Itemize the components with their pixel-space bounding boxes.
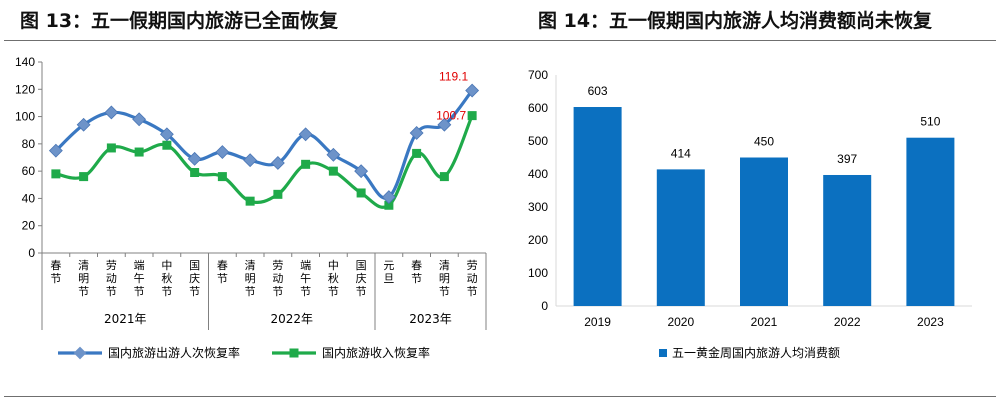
legend-swatch-bar: [659, 349, 667, 357]
left-data-label-highlight: 100.7: [436, 109, 466, 123]
bar-data-label: 510: [920, 115, 940, 129]
left-y-tick-label: 100: [15, 110, 35, 124]
left-y-tick-label: 0: [28, 246, 35, 260]
left-x-category-label: 春节: [217, 259, 228, 285]
left-x-category-label: 元旦: [383, 259, 394, 285]
series-marker-tourist-trips: [381, 190, 396, 204]
bar-2022: [823, 174, 872, 306]
series-marker-tourism-revenue: [162, 140, 172, 150]
left-y-tick-label: 40: [22, 191, 36, 205]
left-x-category-label: 劳动节: [467, 259, 478, 298]
left-y-tick-label: 60: [22, 164, 36, 178]
series-marker-tourism-revenue: [190, 168, 200, 178]
left-x-group-label: 2021年: [104, 312, 147, 326]
right-chart-title: 图 14：五一假期国内旅游人均消费额尚未恢复: [538, 10, 933, 32]
right-y-tick-label: 700: [528, 68, 548, 82]
left-x-category-label: 国庆节: [189, 259, 200, 298]
left-chart-title: 图 13：五一假期国内旅游已全面恢复: [20, 10, 339, 32]
right-y-tick-label: 100: [528, 266, 548, 280]
right-x-category-label: 2021: [751, 315, 778, 329]
bar-2020: [656, 169, 705, 306]
series-marker-tourist-trips: [354, 164, 369, 179]
left-y-tick-label: 20: [22, 219, 36, 233]
legend-swatch-marker: [289, 348, 299, 358]
series-marker-tourism-revenue: [217, 172, 227, 182]
right-y-tick-label: 200: [528, 233, 548, 247]
left-x-category-label: 中秋节: [328, 259, 339, 298]
left-y-tick-label: 140: [15, 55, 35, 69]
bar-data-label: 603: [588, 84, 608, 98]
series-marker-tourism-revenue: [106, 143, 116, 153]
left-x-category-label: 中秋节: [161, 259, 172, 298]
bar-data-label: 414: [671, 146, 691, 160]
series-marker-tourist-trips: [409, 126, 424, 140]
left-x-category-label: 劳动节: [272, 259, 283, 298]
series-marker-tourism-revenue: [384, 200, 394, 210]
right-y-tick-label: 400: [528, 167, 548, 181]
left-data-label-highlight: 119.1: [439, 70, 468, 84]
series-marker-tourist-trips: [326, 147, 341, 162]
left-y-tick-label: 120: [15, 82, 35, 96]
series-marker-tourist-trips: [159, 127, 174, 142]
series-marker-tourist-trips: [298, 127, 313, 142]
series-marker-tourist-trips: [270, 156, 285, 170]
left-x-category-label: 端午节: [134, 259, 145, 298]
right-y-tick-label: 300: [528, 200, 548, 214]
series-line-tourist-trips: [54, 89, 474, 200]
series-marker-tourism-revenue: [412, 148, 422, 158]
right-y-tick-label: 500: [528, 134, 548, 148]
legend-label: 国内旅游收入恢复率: [322, 345, 430, 360]
legend-label: 五一黄金周国内旅游人均消费额: [672, 345, 840, 360]
series-marker-tourism-revenue: [356, 188, 366, 198]
left-x-category-label: 端午节: [300, 259, 311, 298]
bottom-divider: [4, 396, 996, 397]
series-marker-tourism-revenue: [134, 147, 144, 157]
left-x-category-label: 清明节: [439, 259, 450, 298]
right-y-tick-label: 0: [541, 299, 548, 313]
series-marker-tourist-trips: [48, 143, 63, 158]
series-marker-tourist-trips: [465, 83, 480, 98]
series-marker-tourism-revenue: [439, 172, 449, 182]
bar-2019: [573, 107, 622, 306]
bar-data-label: 397: [837, 152, 857, 166]
left-x-category-label: 清明节: [245, 259, 256, 298]
series-marker-tourism-revenue: [245, 196, 255, 206]
left-y-tick-label: 80: [22, 137, 36, 151]
line-chart-recovery-rate: 0 20 40 60 80 100 120 140 春节 清明节 劳动节 端午节 中秋节 国庆节 春节 清明节…: [15, 55, 487, 360]
right-x-category-label: 2022: [834, 315, 861, 329]
left-x-category-label: 春节: [411, 259, 422, 285]
right-x-category-label: 2023: [917, 315, 944, 329]
bar-2021: [740, 157, 788, 306]
series-marker-tourism-revenue: [328, 166, 338, 176]
series-marker-tourist-trips: [243, 153, 258, 168]
left-x-category-label: 劳动节: [106, 259, 117, 298]
right-x-category-label: 2020: [667, 315, 694, 329]
series-marker-tourist-trips: [76, 117, 91, 132]
left-x-group-label: 2022年: [270, 312, 313, 326]
legend-swatch-marker: [73, 346, 87, 360]
series-marker-tourist-trips: [132, 112, 147, 127]
bar-2023: [906, 137, 955, 306]
series-marker-tourism-revenue: [467, 111, 477, 121]
series-marker-tourism-revenue: [273, 189, 283, 199]
left-x-group-label: 2023年: [409, 312, 452, 326]
series-marker-tourism-revenue: [79, 172, 89, 182]
series-marker-tourism-revenue: [301, 159, 311, 169]
series-marker-tourist-trips: [104, 105, 119, 120]
series-line-tourism-revenue: [55, 114, 474, 209]
series-marker-tourism-revenue: [51, 169, 61, 179]
left-x-category-label: 春节: [50, 259, 61, 285]
left-x-category-label: 清明节: [78, 259, 89, 298]
series-marker-tourist-trips: [437, 117, 452, 132]
series-marker-tourist-trips: [187, 151, 202, 166]
top-divider: [4, 40, 996, 41]
right-x-category-label: 2019: [584, 315, 611, 329]
bar-chart-per-capita-spending: 0 100 200 300 400 500 600 700 603 2019 414 2020 450 2…: [528, 68, 972, 360]
bar-data-label: 450: [754, 135, 774, 149]
right-y-tick-label: 600: [528, 101, 548, 115]
series-marker-tourist-trips: [215, 145, 230, 159]
legend-label: 国内旅游出游人次恢复率: [108, 345, 240, 360]
left-x-category-label: 国庆节: [356, 259, 367, 298]
